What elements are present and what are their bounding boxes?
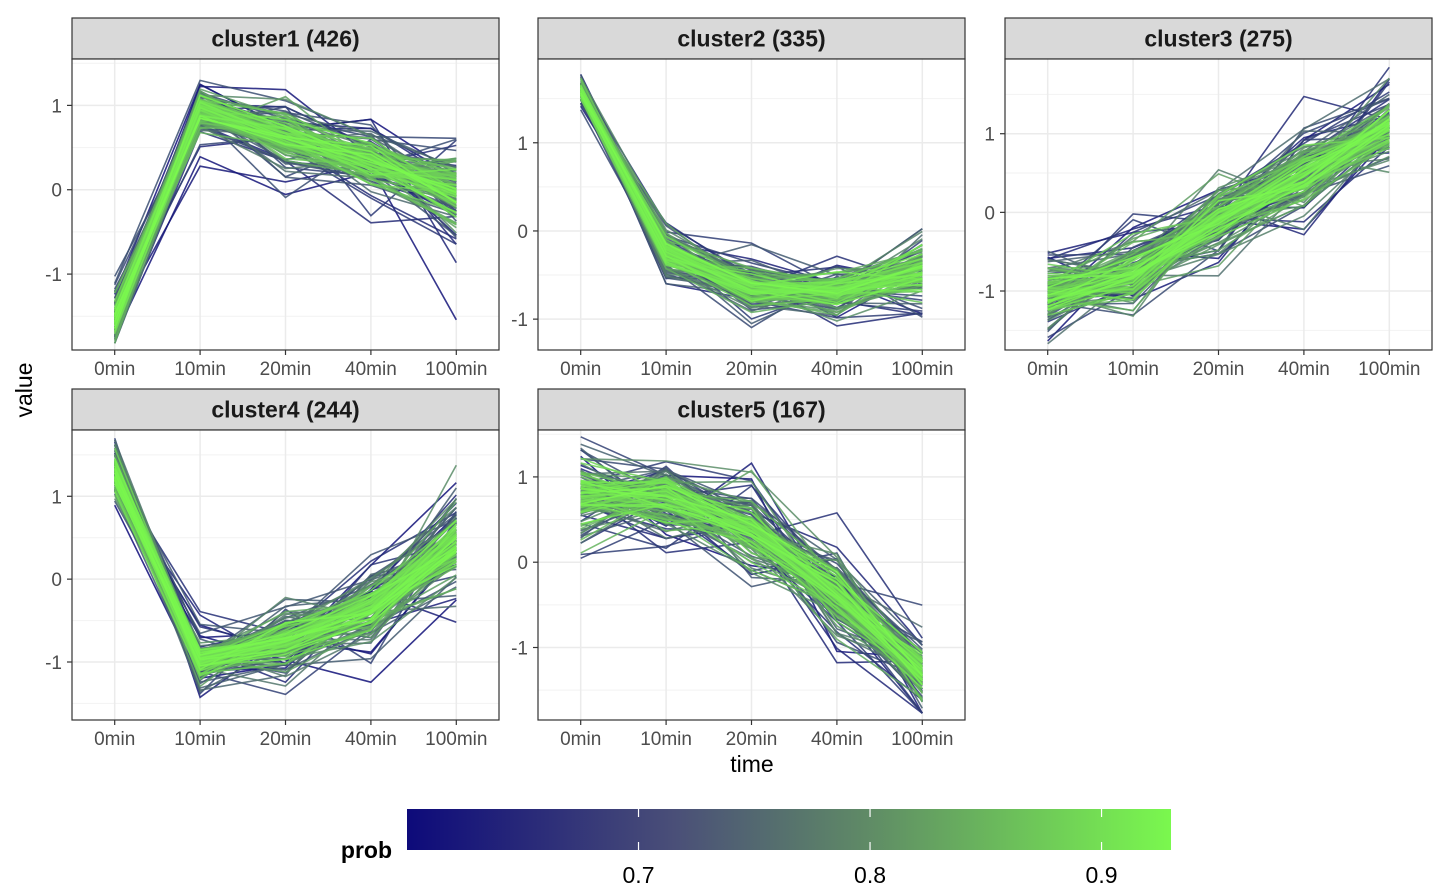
x-tick-label: 20min bbox=[260, 359, 312, 380]
legend-tick-label: 0.9 bbox=[1086, 862, 1118, 888]
x-tick-label: 100min bbox=[891, 359, 953, 380]
strip-background bbox=[537, 17, 966, 60]
prob-legend: prob 0.7 0.8 0.9 bbox=[341, 809, 1171, 888]
profile-line bbox=[1047, 120, 1390, 283]
strip-title: cluster2 (335) bbox=[677, 26, 825, 52]
y-tick-label: 0 bbox=[51, 181, 62, 202]
y-tick-label: 1 bbox=[51, 487, 62, 508]
strip-title: cluster5 (167) bbox=[677, 397, 825, 423]
y-tick-label: 0 bbox=[51, 570, 62, 591]
x-tick-label: 100min bbox=[425, 359, 487, 380]
profile-line bbox=[113, 479, 457, 657]
y-axis-title: value bbox=[11, 363, 37, 418]
y-tick-label: -1 bbox=[45, 653, 62, 674]
x-tick-label: 40min bbox=[345, 729, 397, 750]
legend-colorbar bbox=[407, 809, 1171, 850]
profile-lines bbox=[113, 437, 458, 699]
y-tick-label: -1 bbox=[978, 282, 995, 303]
legend-ticks: 0.7 0.8 0.9 bbox=[623, 809, 1118, 888]
profile-line bbox=[1047, 109, 1390, 307]
profile-line bbox=[1047, 133, 1390, 296]
profile-line bbox=[579, 94, 923, 302]
profile-line bbox=[1047, 118, 1390, 296]
x-tick-label: 0min bbox=[94, 729, 135, 750]
profile-line bbox=[580, 458, 923, 664]
profile-line bbox=[580, 484, 923, 677]
y-tick-label: -1 bbox=[511, 310, 528, 331]
x-axis-title: time bbox=[730, 751, 773, 777]
y-tick-label: 0 bbox=[517, 553, 528, 574]
profile-line bbox=[580, 479, 923, 677]
profile-line bbox=[580, 503, 923, 669]
x-tick-label: 20min bbox=[1193, 359, 1245, 380]
x-tick-label: 0min bbox=[560, 359, 601, 380]
strip-title: cluster3 (275) bbox=[1144, 26, 1292, 52]
legend-tick-label: 0.7 bbox=[623, 862, 655, 888]
x-tick-label: 0min bbox=[94, 359, 135, 380]
profile-line bbox=[1047, 138, 1390, 311]
x-tick-label: 0min bbox=[560, 729, 601, 750]
profile-line bbox=[1047, 123, 1390, 289]
x-tick-label: 10min bbox=[174, 729, 226, 750]
strip-background bbox=[1004, 17, 1433, 60]
profile-line bbox=[580, 502, 923, 689]
x-tick-label: 40min bbox=[345, 359, 397, 380]
x-tick-label: 10min bbox=[640, 359, 692, 380]
legend-tick-label: 0.8 bbox=[854, 862, 886, 888]
x-tick-label: 100min bbox=[425, 729, 487, 750]
x-tick-label: 40min bbox=[811, 359, 863, 380]
strip-title: cluster4 (244) bbox=[211, 397, 359, 423]
profile-line bbox=[580, 92, 923, 295]
y-tick-label: 1 bbox=[517, 468, 528, 489]
y-tick-label: 1 bbox=[984, 125, 995, 146]
y-tick-label: 1 bbox=[51, 96, 62, 117]
profile-line bbox=[580, 504, 923, 654]
x-tick-label: 20min bbox=[260, 729, 312, 750]
y-tick-label: -1 bbox=[511, 639, 528, 660]
x-tick-label: 10min bbox=[174, 359, 226, 380]
profile-lines bbox=[1047, 66, 1390, 345]
y-tick-label: -1 bbox=[45, 265, 62, 286]
legend-title: prob bbox=[341, 837, 392, 863]
x-tick-label: 10min bbox=[640, 729, 692, 750]
profile-line bbox=[113, 472, 457, 667]
x-tick-label: 20min bbox=[726, 729, 778, 750]
profile-line bbox=[1047, 127, 1390, 281]
x-tick-label: 20min bbox=[726, 359, 778, 380]
profile-line bbox=[579, 87, 923, 306]
profile-line bbox=[580, 488, 923, 686]
y-tick-label: 0 bbox=[984, 203, 995, 224]
x-tick-label: 40min bbox=[1278, 359, 1330, 380]
profile-line bbox=[1047, 127, 1390, 260]
x-tick-label: 0min bbox=[1027, 359, 1068, 380]
strip-background bbox=[537, 388, 966, 431]
profile-line bbox=[580, 486, 923, 681]
y-tick-label: 1 bbox=[517, 134, 528, 155]
profile-lines bbox=[580, 436, 923, 714]
x-tick-label: 10min bbox=[1107, 359, 1159, 380]
x-tick-label: 100min bbox=[1358, 359, 1420, 380]
profile-line bbox=[1047, 124, 1390, 303]
x-tick-label: 40min bbox=[811, 729, 863, 750]
strip-title: cluster1 (426) bbox=[211, 26, 359, 52]
strip-background bbox=[71, 17, 500, 60]
profile-line bbox=[113, 115, 457, 322]
profile-lines bbox=[113, 79, 457, 344]
profile-lines bbox=[579, 73, 923, 329]
x-tick-label: 100min bbox=[891, 729, 953, 750]
y-tick-label: 0 bbox=[517, 222, 528, 243]
